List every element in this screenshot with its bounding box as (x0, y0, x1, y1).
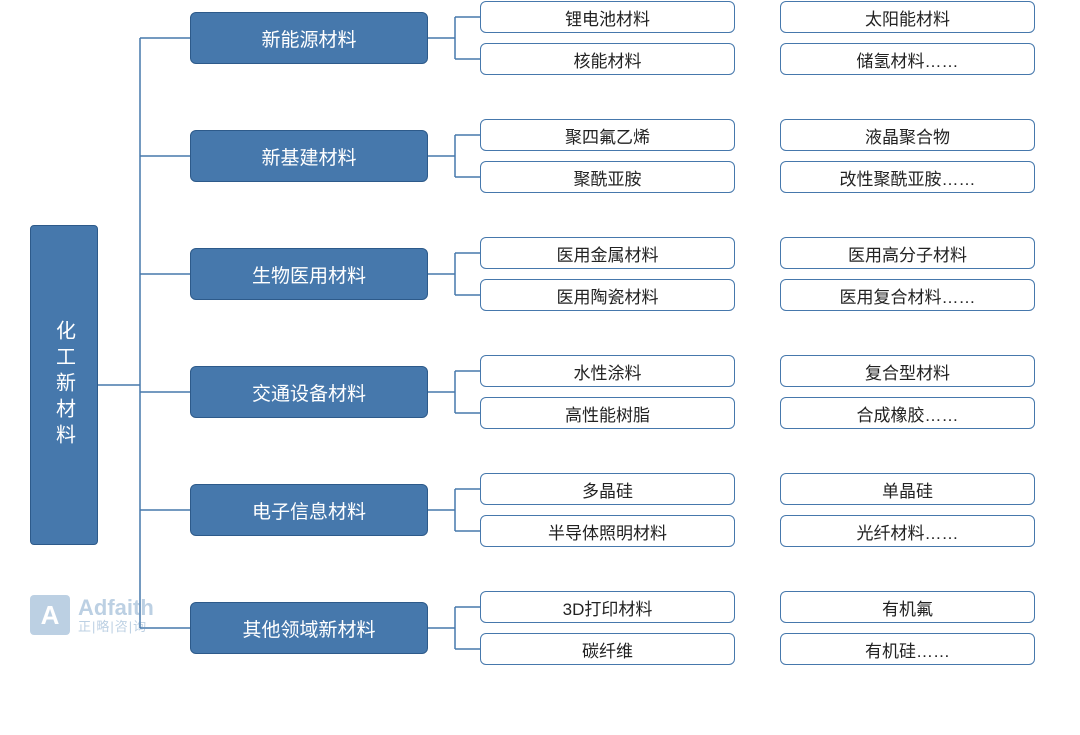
leaf-node: 多晶硅 (480, 473, 735, 505)
tree-diagram: A Adfaith 正|略|咨|询 化工新材料 新能源材料 锂电池材料 太阳能材料核能… (0, 0, 1080, 735)
watermark-text: Adfaith 正|略|咨|询 (78, 596, 154, 634)
category-node: 其他领域新材料 (190, 602, 428, 654)
leaf-node: 合成橡胶…… (780, 397, 1035, 429)
leaf-node: 复合型材料 (780, 355, 1035, 387)
leaf-node: 碳纤维 (480, 633, 735, 665)
leaf-node: 医用高分子材料 (780, 237, 1035, 269)
watermark: A Adfaith 正|略|咨|询 (30, 595, 154, 635)
leaf-node: 聚酰亚胺 (480, 161, 735, 193)
category-node: 新基建材料 (190, 130, 428, 182)
leaf-node: 改性聚酰亚胺…… (780, 161, 1035, 193)
leaf-node: 太阳能材料 (780, 1, 1035, 33)
category-node: 交通设备材料 (190, 366, 428, 418)
watermark-icon: A (30, 595, 70, 635)
leaf-node: 储氢材料…… (780, 43, 1035, 75)
leaf-node: 高性能树脂 (480, 397, 735, 429)
category-node: 新能源材料 (190, 12, 428, 64)
category-node: 生物医用材料 (190, 248, 428, 300)
leaf-node: 聚四氟乙烯 (480, 119, 735, 151)
leaf-node: 水性涂料 (480, 355, 735, 387)
root-node: 化工新材料 (30, 225, 98, 545)
leaf-node: 医用陶瓷材料 (480, 279, 735, 311)
leaf-node: 3D打印材料 (480, 591, 735, 623)
leaf-node: 单晶硅 (780, 473, 1035, 505)
leaf-node: 锂电池材料 (480, 1, 735, 33)
leaf-node: 核能材料 (480, 43, 735, 75)
leaf-node: 有机氟 (780, 591, 1035, 623)
watermark-sub: 正|略|咨|询 (78, 620, 154, 634)
category-node: 电子信息材料 (190, 484, 428, 536)
leaf-node: 半导体照明材料 (480, 515, 735, 547)
watermark-brand: Adfaith (78, 596, 154, 620)
leaf-node: 液晶聚合物 (780, 119, 1035, 151)
leaf-node: 光纤材料…… (780, 515, 1035, 547)
leaf-node: 有机硅…… (780, 633, 1035, 665)
leaf-node: 医用复合材料…… (780, 279, 1035, 311)
leaf-node: 医用金属材料 (480, 237, 735, 269)
